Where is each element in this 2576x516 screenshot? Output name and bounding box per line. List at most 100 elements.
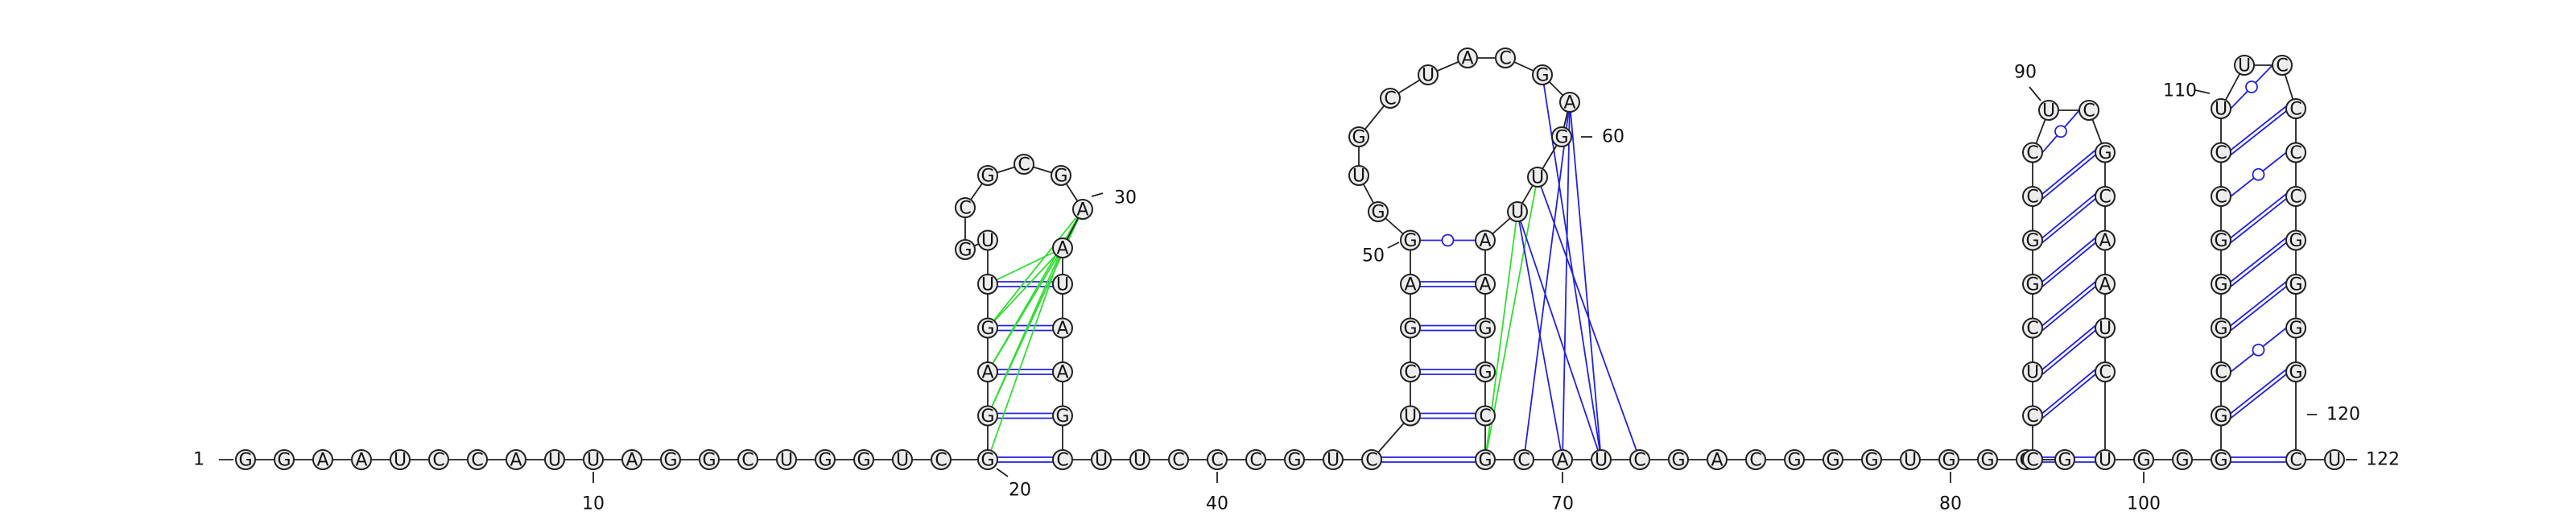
- nucleotide-letter: G: [857, 451, 870, 471]
- position-label-40: 40: [1206, 472, 1228, 514]
- nucleotide-88: G: [2022, 274, 2043, 295]
- position-number: 20: [1009, 481, 1031, 501]
- position-label-110: 110: [2163, 81, 2211, 101]
- nucleotide-letter: G: [1535, 66, 1549, 86]
- nucleotide-32: A: [1052, 237, 1073, 259]
- nucleotide-79: U: [1900, 449, 1921, 471]
- canonical-base-pair: [2041, 324, 2096, 375]
- nucleotide-100: U: [2095, 449, 2116, 471]
- nucleotide-letter: U: [981, 275, 994, 295]
- canonical-base-pair: [2041, 149, 2096, 200]
- nucleotide-120: G: [2285, 361, 2306, 383]
- pseudoknot-pair-blue: [1517, 211, 1563, 460]
- nucleotide-letter: A: [1076, 200, 1088, 221]
- pseudoknot-pair-green: [987, 247, 1063, 373]
- nucleotide-1: G: [235, 449, 256, 471]
- position-tick: [1091, 192, 1104, 197]
- wobble-base-pair: [2230, 327, 2287, 373]
- nucleotide-letter: U: [2026, 363, 2039, 383]
- nucleotide-62: U: [1507, 201, 1528, 223]
- nucleotide-14: C: [737, 449, 758, 471]
- nucleotide-letter: C: [2276, 56, 2288, 76]
- nucleotide-96: A: [2095, 229, 2116, 251]
- nucleotide-letter: C: [2215, 188, 2227, 208]
- nucleotide-letter: G: [702, 451, 716, 471]
- nucleotide-letter: G: [818, 451, 832, 471]
- pseudoknot-pair-blue: [1537, 176, 1641, 460]
- nucleotide-60: G: [1551, 126, 1572, 148]
- nucleotide-21: G: [977, 405, 998, 427]
- nucleotide-66: G: [1475, 361, 1496, 383]
- nucleotide-23: G: [977, 317, 998, 339]
- nucleotide-letter: C: [1056, 451, 1068, 471]
- nucleotide-letter: C: [2289, 143, 2301, 163]
- nucleotide-letter: A: [316, 451, 328, 471]
- nucleotide-letter: U: [981, 231, 994, 251]
- nucleotide-45: C: [1361, 449, 1382, 471]
- nucleotide-letter: G: [1942, 451, 1955, 471]
- nucleotide-letter: A: [625, 451, 638, 471]
- nucleotide-81: G: [1977, 449, 1998, 471]
- nucleotide-letter: G: [1478, 363, 1492, 383]
- nucleotide-letter: C: [1404, 363, 1416, 383]
- nucleotide-letter: G: [980, 167, 994, 187]
- nucleotide-71: U: [1591, 449, 1612, 471]
- nucleotide-letter: A: [1056, 319, 1068, 339]
- nucleotide-33: U: [1052, 274, 1073, 295]
- nucleotide-letter: C: [2026, 188, 2038, 208]
- position-label-80: 80: [1939, 472, 1962, 514]
- nucleotide-letter: C: [1172, 451, 1184, 471]
- nucleotide-104: G: [2211, 405, 2231, 427]
- nucleotide-73: G: [1668, 449, 1689, 471]
- nucleotide-letter: G: [2214, 319, 2227, 339]
- nucleotide-letter: C: [1018, 155, 1030, 175]
- nucleotide-56: A: [1457, 47, 1478, 69]
- nucleotide-letter: C: [1211, 451, 1223, 471]
- pseudoknot-pair-blue: [1569, 101, 1602, 460]
- position-label-60: 60: [1581, 127, 1624, 147]
- nucleotide-letter: G: [1826, 451, 1839, 471]
- nucleotide-letter: G: [1478, 319, 1492, 339]
- nucleotide-95: C: [2095, 186, 2116, 208]
- canonical-base-pair: [2230, 369, 2287, 419]
- nucleotide-letter: G: [958, 241, 972, 261]
- pseudoknot-pair-blue: [1517, 211, 1602, 460]
- nucleotide-letter: G: [980, 319, 994, 339]
- nucleotide-110: C: [2211, 142, 2231, 163]
- nucleotide-letter: G: [2289, 231, 2302, 251]
- nucleotide-28: G: [977, 165, 998, 187]
- nucleotide-29: C: [1013, 154, 1034, 175]
- nucleotide-105: C: [2211, 361, 2231, 383]
- nucleotide-92: U: [2038, 100, 2059, 122]
- nucleotide-53: G: [1348, 126, 1369, 148]
- canonical-base-pair: [1420, 324, 1476, 332]
- position-label-1: 1: [193, 450, 233, 470]
- nucleotide-letter: A: [1404, 275, 1416, 295]
- nucleotide-letter: G: [1671, 451, 1685, 471]
- canonical-base-pair: [1420, 369, 1476, 375]
- nucleotide-113: C: [2272, 55, 2293, 76]
- nucleotide-19: C: [931, 449, 952, 471]
- nucleotide-70: A: [1552, 449, 1573, 471]
- canonical-base-pair: [997, 369, 1053, 375]
- pseudoknot-pair-blue: [1523, 101, 1571, 460]
- nucleotide-letter: C: [2026, 451, 2038, 471]
- pseudoknot-pair-green: [987, 208, 1084, 329]
- nucleotide-letter: G: [2214, 231, 2227, 251]
- nucleotide-letter: C: [2099, 363, 2111, 383]
- canonical-base-pair: [1420, 412, 1476, 419]
- nucleotide-letter: C: [2215, 363, 2227, 383]
- nucleotide-38: U: [1091, 449, 1112, 471]
- nucleotide-18: U: [892, 449, 913, 471]
- base-pair-links-layer: [987, 64, 2287, 463]
- nucleotide-letter: C: [1633, 451, 1645, 471]
- nucleotide-letter: U: [587, 451, 600, 471]
- nucleotide-121: C: [2285, 449, 2306, 471]
- canonical-base-pair: [997, 281, 1053, 287]
- nucleotide-61: U: [1527, 167, 1548, 188]
- nucleotide-letter: A: [1479, 231, 1491, 251]
- nucleotide-letter: G: [1352, 128, 1365, 148]
- nucleotide-109: C: [2211, 186, 2231, 208]
- canonical-base-pair: [2230, 237, 2287, 287]
